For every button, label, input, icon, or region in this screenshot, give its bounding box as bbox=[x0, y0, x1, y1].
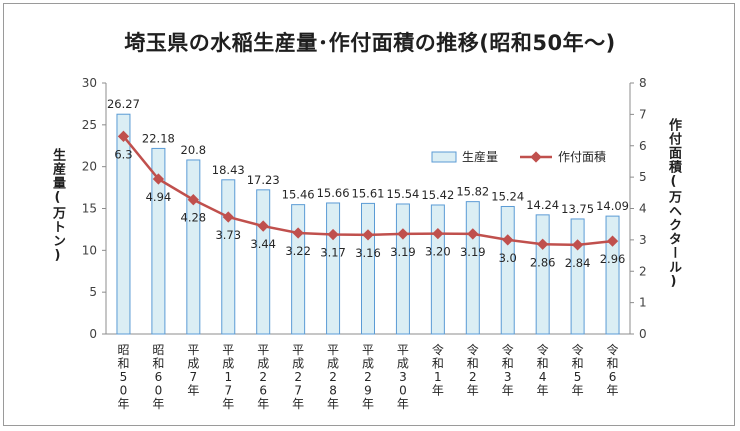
y-right-tick-label: 5 bbox=[639, 170, 647, 184]
bar-production bbox=[221, 179, 236, 335]
bar-data-label: 26.27 bbox=[107, 97, 140, 111]
bar-production bbox=[186, 159, 201, 335]
line-data-label: 3.17 bbox=[320, 246, 346, 260]
bar-production bbox=[291, 204, 306, 335]
line-point-area bbox=[152, 173, 165, 185]
legend-label-production: 生産量 bbox=[462, 149, 498, 164]
y-right-tick-label: 2 bbox=[639, 264, 647, 278]
legend-swatch-production bbox=[431, 151, 457, 163]
bar-production bbox=[430, 204, 445, 335]
bar-production bbox=[605, 215, 620, 335]
line-data-label: 3.44 bbox=[250, 237, 276, 251]
line-point-area bbox=[292, 227, 304, 239]
y-right-tick-label: 1 bbox=[639, 296, 647, 310]
bar-data-label: 15.61 bbox=[352, 186, 385, 200]
y-right-tick-label: 6 bbox=[639, 139, 647, 153]
bar-production bbox=[361, 202, 375, 335]
y-left-tick-label: 0 bbox=[89, 327, 97, 341]
y-right-axis-label: 作付面積(万ヘクタール) bbox=[666, 118, 681, 290]
y-left-tick-label: 10 bbox=[82, 243, 97, 257]
line-point-area bbox=[187, 194, 199, 206]
y-right-tick-label: 7 bbox=[639, 107, 647, 121]
line-data-label: 2.84 bbox=[565, 256, 591, 270]
line-point-area bbox=[432, 227, 444, 240]
x-tick-label: 令和 4 年 bbox=[537, 342, 549, 398]
x-tick-label: 平成 2 6 年 bbox=[257, 343, 269, 411]
y-right-tick-label: 8 bbox=[639, 76, 647, 90]
x-tick-label: 昭和 5 0 年 bbox=[117, 343, 129, 411]
x-tick-label: 令和 5 年 bbox=[572, 342, 584, 398]
bar-data-label: 14.09 bbox=[596, 199, 629, 213]
line-data-label: 2.96 bbox=[600, 252, 626, 266]
line-data-label: 4.28 bbox=[181, 211, 207, 225]
line-data-label: 4.94 bbox=[146, 190, 172, 204]
legend-marker-area bbox=[530, 151, 542, 163]
bar-data-label: 17.23 bbox=[247, 173, 280, 187]
bar-data-label: 13.75 bbox=[561, 202, 594, 216]
x-tick-label: 平成 3 0 年 bbox=[397, 343, 409, 411]
chart-title: 埼玉県の水稲生産量･作付面積の推移(昭和50年～) bbox=[124, 31, 616, 55]
bar-data-label: 15.42 bbox=[421, 188, 454, 202]
y-right-tick-label: 4 bbox=[639, 202, 647, 216]
y-left-tick-label: 25 bbox=[82, 118, 97, 132]
bar-production bbox=[500, 205, 515, 335]
line-point-area bbox=[467, 228, 479, 240]
y-left-tick-label: 5 bbox=[89, 285, 97, 299]
bar-data-label: 15.66 bbox=[317, 186, 350, 200]
y-left-tick-label: 20 bbox=[82, 160, 97, 174]
bar-data-label: 15.46 bbox=[282, 188, 315, 202]
x-tick-label: 令和 2 年 bbox=[467, 342, 479, 398]
line-data-label: 2.86 bbox=[530, 255, 556, 269]
y-left-axis-label: 生産量(万トン) bbox=[50, 148, 65, 264]
line-point-area bbox=[571, 239, 584, 251]
line-point-area bbox=[327, 228, 339, 241]
line-data-label: 3.16 bbox=[355, 246, 381, 260]
bar-data-label: 18.43 bbox=[212, 163, 245, 177]
line-point-area bbox=[537, 238, 549, 250]
legend-label-area: 作付面積 bbox=[558, 149, 606, 164]
x-tick-label: 令和 1 年 bbox=[432, 342, 444, 398]
line-point-area bbox=[257, 220, 269, 232]
y-right-tick-label: 0 bbox=[639, 327, 647, 341]
line-data-label: 3.22 bbox=[285, 244, 311, 258]
line-data-label: 3.73 bbox=[215, 228, 241, 242]
y-left-tick-label: 30 bbox=[82, 76, 97, 90]
bar-production bbox=[570, 218, 585, 335]
line-data-label: 3.19 bbox=[390, 245, 416, 259]
x-tick-label: 平成 2 7 年 bbox=[292, 343, 304, 411]
y-left-tick-label: 15 bbox=[82, 202, 97, 216]
bar-production bbox=[151, 147, 166, 335]
y-right-tick-label: 3 bbox=[639, 233, 647, 247]
bar-data-label: 22.18 bbox=[142, 131, 175, 145]
line-point-area bbox=[222, 211, 234, 223]
x-tick-label: 平成 2 9 年 bbox=[362, 343, 374, 411]
line-point-area bbox=[397, 228, 409, 240]
x-tick-label: 昭和 6 0 年 bbox=[152, 343, 164, 411]
x-tick-label: 平成 2 8 年 bbox=[327, 343, 339, 411]
bar-production bbox=[326, 202, 341, 335]
bar-data-label: 15.54 bbox=[386, 187, 419, 201]
bar-production bbox=[465, 201, 480, 335]
line-data-label: 3.19 bbox=[460, 245, 486, 259]
line-data-label: 3.0 bbox=[499, 251, 517, 265]
x-tick-label: 平成 7 年 bbox=[187, 343, 199, 398]
line-point-area bbox=[606, 235, 619, 247]
x-tick-label: 平成 1 7 年 bbox=[222, 343, 234, 411]
line-point-area bbox=[502, 234, 514, 246]
bar-production bbox=[256, 189, 271, 335]
line-point-area bbox=[362, 229, 374, 241]
bar-data-label: 15.24 bbox=[491, 189, 524, 203]
bar-production bbox=[535, 214, 550, 335]
line-data-label: 6.3 bbox=[114, 147, 132, 161]
x-tick-label: 令和 6 年 bbox=[607, 342, 619, 398]
bar-data-label: 15.82 bbox=[456, 185, 489, 199]
bar-production bbox=[116, 113, 131, 335]
bar-production bbox=[395, 203, 410, 335]
x-tick-label: 令和 3 年 bbox=[502, 342, 514, 398]
bar-data-label: 20.8 bbox=[181, 143, 207, 157]
line-data-label: 3.20 bbox=[425, 245, 451, 259]
bar-data-label: 14.24 bbox=[526, 198, 559, 212]
